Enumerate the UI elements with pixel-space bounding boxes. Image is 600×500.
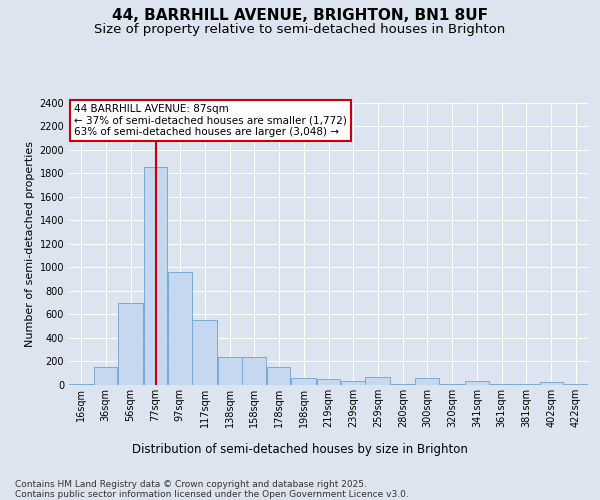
Bar (415, 378, 439, 385)
Bar (70, 384, 93, 385)
Bar (218, 357, 242, 385)
Bar (365, 377, 390, 385)
Bar (341, 382, 365, 385)
Bar (466, 381, 489, 385)
Bar (118, 302, 143, 385)
Bar (490, 384, 514, 385)
Bar (168, 272, 191, 385)
Bar (514, 384, 539, 385)
Bar (242, 357, 266, 385)
Text: Size of property relative to semi-detached houses in Brighton: Size of property relative to semi-detach… (94, 22, 506, 36)
Text: Distribution of semi-detached houses by size in Brighton: Distribution of semi-detached houses by … (132, 442, 468, 456)
Bar (317, 378, 340, 385)
Text: 44, BARRHILL AVENUE, BRIGHTON, BN1 8UF: 44, BARRHILL AVENUE, BRIGHTON, BN1 8UF (112, 8, 488, 22)
Bar (193, 320, 217, 385)
Bar (440, 384, 464, 385)
Bar (94, 368, 118, 385)
Text: Contains HM Land Registry data © Crown copyright and database right 2025.
Contai: Contains HM Land Registry data © Crown c… (15, 480, 409, 499)
Bar (291, 378, 316, 385)
Bar (539, 382, 563, 385)
Text: 44 BARRHILL AVENUE: 87sqm
← 37% of semi-detached houses are smaller (1,772)
63% : 44 BARRHILL AVENUE: 87sqm ← 37% of semi-… (74, 104, 347, 137)
Bar (267, 368, 290, 385)
Y-axis label: Number of semi-detached properties: Number of semi-detached properties (25, 141, 35, 347)
Bar (391, 384, 415, 385)
Bar (564, 384, 587, 385)
Bar (143, 167, 167, 385)
